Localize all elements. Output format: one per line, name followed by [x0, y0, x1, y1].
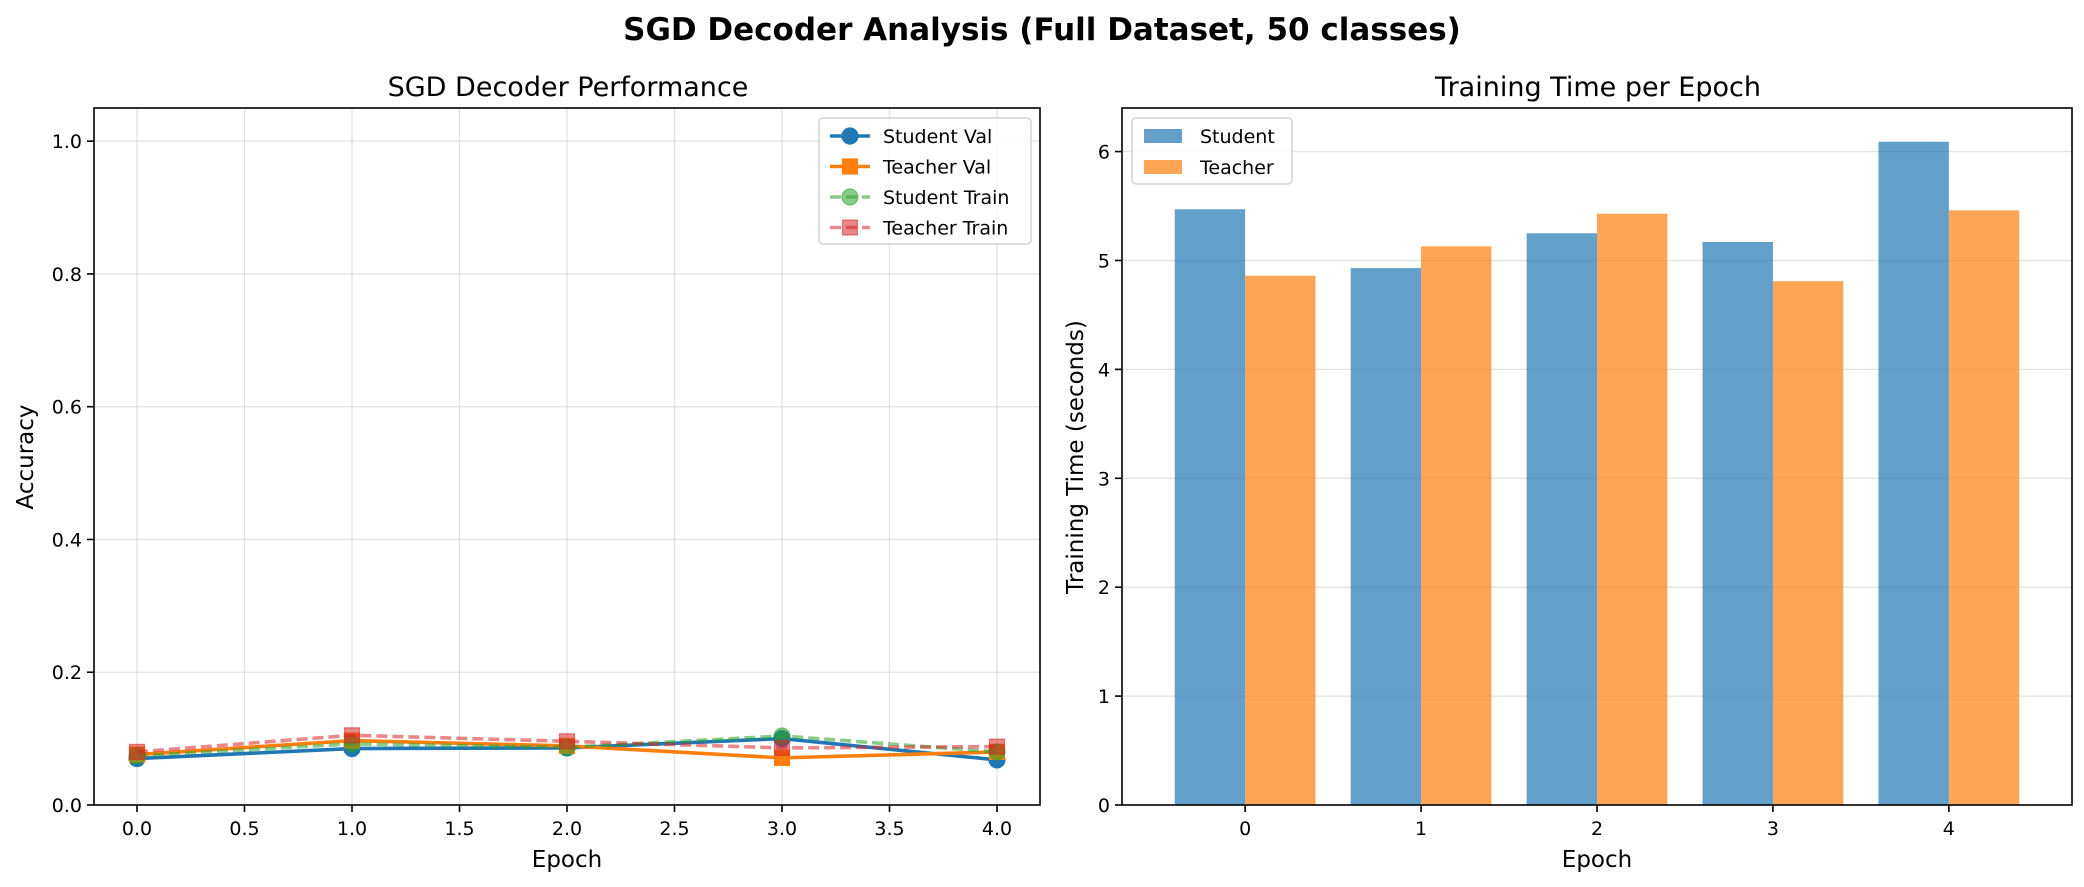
- training-time-bar-teacher: [1421, 246, 1492, 806]
- training-time-x-axis-label: Epoch: [1562, 847, 1632, 873]
- accuracy-x-tick-label: 1.5: [444, 818, 474, 840]
- accuracy-x-axis-label: Epoch: [532, 847, 602, 873]
- accuracy-legend-marker: [841, 127, 859, 145]
- accuracy-point-teacher-train: [988, 738, 1006, 755]
- training-time-legend-label: Student: [1200, 126, 1275, 148]
- training-time-y-tick-label: 2: [1098, 577, 1110, 599]
- accuracy-y-tick-label: 0.4: [52, 529, 82, 551]
- training-time-legend-swatch: [1144, 129, 1182, 143]
- training-time-y-tick-label: 1: [1098, 686, 1110, 708]
- accuracy-x-tick-label: 0.0: [122, 818, 152, 840]
- accuracy-plot-area: [93, 107, 1041, 806]
- accuracy-legend-label: Teacher Train: [882, 218, 1008, 240]
- accuracy-legend-marker: [841, 219, 859, 236]
- training-time-bar-teacher: [1772, 281, 1844, 805]
- training-time-bar-student: [1174, 209, 1246, 805]
- training-time-x-tick-label: 2: [1591, 818, 1603, 840]
- accuracy-chart: SGD Decoder Performance 0.0 0.5 1.0 1.5 2.0 2…: [13, 72, 1041, 873]
- training-time-x-tick-label: 3: [1767, 818, 1779, 840]
- accuracy-y-tick-label: 0.0: [52, 795, 82, 817]
- training-time-y-tick-label: 0: [1098, 795, 1110, 817]
- training-time-x-tick-label: 0: [1239, 818, 1251, 840]
- training-time-y-tick-label: 4: [1098, 359, 1110, 381]
- training-time-legend-item-teacher: Teacher: [1144, 157, 1274, 179]
- accuracy-x-tick-label: 2.0: [552, 818, 582, 840]
- accuracy-y-tick-label: 0.2: [52, 662, 82, 684]
- accuracy-point-teacher-train: [558, 733, 576, 750]
- accuracy-x-tick-label: 3.5: [874, 818, 904, 840]
- accuracy-legend-frame: [818, 117, 1032, 245]
- training-time-plot-area: [1121, 107, 2073, 806]
- training-time-y-tick-label: 5: [1098, 250, 1110, 272]
- training-time-y-tick-label: 3: [1098, 468, 1110, 490]
- training-time-bar-student: [1702, 241, 1773, 805]
- accuracy-x-tick-label: 0.5: [229, 818, 259, 840]
- training-time-bar-teacher: [1245, 275, 1316, 805]
- training-time-series-teacher: [1245, 210, 2020, 806]
- training-time-chart: Training Time per Epoch 0 1 2 3 4 5 6 0 1 2 3 4 Epo…: [1063, 72, 2073, 873]
- accuracy-legend: Student Val Teacher Val Student Train Teach…: [818, 117, 1032, 245]
- training-time-x-tick-label: 1: [1415, 818, 1427, 840]
- accuracy-point-teacher-train: [773, 739, 791, 757]
- accuracy-chart-title: SGD Decoder Performance: [388, 72, 749, 103]
- figure-suptitle: SGD Decoder Analysis (Full Dataset, 50 c…: [623, 12, 1461, 48]
- training-time-legend-label: Teacher: [1199, 157, 1274, 179]
- training-time-chart-title: Training Time per Epoch: [1434, 72, 1761, 103]
- training-time-legend-item-student: Student: [1144, 126, 1275, 148]
- training-time-legend: Student Teacher: [1131, 117, 1293, 185]
- accuracy-legend-marker: [841, 188, 859, 206]
- accuracy-x-tick-label: 3.0: [767, 818, 797, 840]
- accuracy-point-teacher-train: [128, 743, 146, 760]
- accuracy-legend-item-teacher-val: Teacher Val: [830, 157, 991, 179]
- accuracy-legend-item-teacher-train: Teacher Train: [830, 218, 1008, 240]
- training-time-bar-student: [1350, 268, 1422, 806]
- accuracy-x-tick-label: 1.0: [337, 818, 367, 840]
- training-time-bar-teacher: [1948, 210, 2020, 805]
- accuracy-y-tick-label: 0.8: [52, 264, 82, 286]
- accuracy-y-axis-label: Accuracy: [13, 404, 39, 509]
- accuracy-point-teacher-train: [343, 727, 361, 744]
- accuracy-legend-label: Teacher Val: [882, 157, 991, 179]
- accuracy-legend-item-student-train: Student Train: [830, 187, 1009, 209]
- training-time-legend-swatch: [1144, 160, 1182, 174]
- accuracy-legend-marker: [841, 158, 859, 175]
- accuracy-y-tick-label: 0.6: [52, 397, 82, 419]
- training-time-bar-teacher: [1597, 213, 1668, 806]
- training-time-y-tick-label: 6: [1098, 142, 1110, 164]
- accuracy-series-teacher-train: [128, 727, 1006, 760]
- accuracy-x-tick-label: 2.5: [659, 818, 689, 840]
- accuracy-y-tick-label: 1.0: [52, 131, 82, 153]
- accuracy-legend-label: Student Val: [883, 126, 992, 148]
- training-time-bar-student: [1526, 233, 1597, 805]
- training-time-series-student: [1174, 141, 1949, 806]
- accuracy-legend-label: Student Train: [883, 187, 1009, 209]
- accuracy-x-tick-label: 4.0: [982, 818, 1012, 840]
- training-time-y-axis-label: Training Time (seconds): [1063, 320, 1089, 595]
- training-time-x-tick-label: 4: [1943, 818, 1955, 840]
- training-time-bar-student: [1878, 141, 1949, 806]
- accuracy-legend-item-student-val: Student Val: [830, 126, 992, 148]
